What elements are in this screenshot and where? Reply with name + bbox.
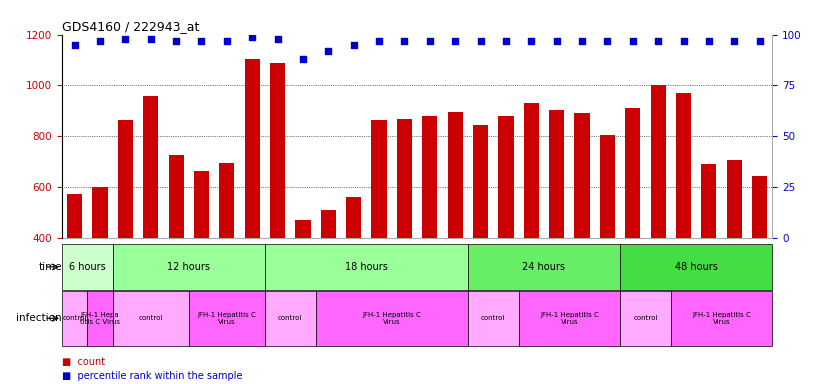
- Bar: [194, 170, 209, 238]
- Text: control: control: [481, 315, 506, 321]
- Point: [195, 38, 208, 44]
- Bar: [396, 119, 412, 238]
- Bar: [473, 125, 488, 238]
- Text: JFH-1 Hepatitis C
Virus: JFH-1 Hepatitis C Virus: [197, 312, 256, 325]
- Bar: [448, 112, 463, 238]
- Text: control: control: [634, 315, 657, 321]
- Text: GDS4160 / 222943_at: GDS4160 / 222943_at: [62, 20, 199, 33]
- Text: 24 hours: 24 hours: [523, 262, 566, 272]
- Bar: [244, 59, 260, 238]
- Point: [474, 38, 487, 44]
- Bar: [519, 291, 620, 346]
- Text: JFH-1 Hepa
titis C Virus: JFH-1 Hepa titis C Virus: [80, 312, 120, 325]
- Text: JFH-1 Hepatitis C
Virus: JFH-1 Hepatitis C Virus: [540, 312, 599, 325]
- Point: [245, 33, 259, 40]
- Text: control: control: [278, 315, 302, 321]
- Bar: [93, 187, 107, 238]
- Point: [373, 38, 386, 44]
- Bar: [316, 291, 468, 346]
- Bar: [67, 194, 83, 238]
- Bar: [265, 244, 468, 290]
- Bar: [118, 120, 133, 238]
- Bar: [671, 291, 772, 346]
- Point: [68, 42, 81, 48]
- Bar: [625, 108, 640, 238]
- Point: [525, 38, 538, 44]
- Bar: [143, 96, 159, 238]
- Text: 12 hours: 12 hours: [168, 262, 211, 272]
- Bar: [265, 291, 316, 346]
- Bar: [549, 109, 564, 238]
- Point: [702, 38, 715, 44]
- Text: JFH-1 Hepatitis C
Virus: JFH-1 Hepatitis C Virus: [363, 312, 421, 325]
- Bar: [574, 113, 590, 238]
- Bar: [112, 244, 265, 290]
- Point: [297, 56, 310, 62]
- Bar: [468, 291, 519, 346]
- Bar: [498, 116, 514, 238]
- Text: control: control: [139, 315, 163, 321]
- Text: infection: infection: [17, 313, 62, 323]
- Text: 48 hours: 48 hours: [675, 262, 718, 272]
- Point: [449, 38, 462, 44]
- Point: [499, 38, 512, 44]
- Bar: [620, 291, 671, 346]
- Point: [93, 38, 107, 44]
- Point: [119, 36, 132, 42]
- Point: [271, 36, 284, 42]
- Point: [550, 38, 563, 44]
- Text: control: control: [63, 315, 87, 321]
- Point: [728, 38, 741, 44]
- Bar: [62, 244, 112, 290]
- Text: 6 hours: 6 hours: [69, 262, 106, 272]
- Bar: [219, 163, 235, 238]
- Bar: [296, 220, 311, 238]
- Point: [652, 38, 665, 44]
- Point: [753, 38, 767, 44]
- Point: [626, 38, 639, 44]
- Point: [423, 38, 436, 44]
- Text: time: time: [38, 262, 62, 272]
- Bar: [676, 93, 691, 238]
- Point: [576, 38, 589, 44]
- Bar: [422, 116, 438, 238]
- Point: [322, 48, 335, 54]
- Text: 18 hours: 18 hours: [345, 262, 388, 272]
- Point: [398, 38, 411, 44]
- Bar: [651, 86, 666, 238]
- Bar: [346, 197, 361, 238]
- Bar: [320, 210, 336, 238]
- Bar: [270, 63, 285, 238]
- Bar: [524, 103, 539, 238]
- Bar: [112, 291, 189, 346]
- Point: [676, 38, 690, 44]
- Text: ■  percentile rank within the sample: ■ percentile rank within the sample: [62, 371, 243, 381]
- Bar: [372, 120, 387, 238]
- Bar: [189, 291, 265, 346]
- Point: [221, 38, 234, 44]
- Point: [601, 38, 614, 44]
- Bar: [727, 161, 742, 238]
- Point: [169, 38, 183, 44]
- Point: [347, 42, 360, 48]
- Text: JFH-1 Hepatitis C
Virus: JFH-1 Hepatitis C Virus: [692, 312, 751, 325]
- Point: [144, 36, 157, 42]
- Bar: [468, 244, 620, 290]
- Bar: [600, 135, 615, 238]
- Bar: [88, 291, 112, 346]
- Bar: [701, 164, 716, 238]
- Bar: [62, 291, 88, 346]
- Bar: [169, 156, 183, 238]
- Bar: [620, 244, 772, 290]
- Text: ■  count: ■ count: [62, 357, 105, 367]
- Bar: [752, 176, 767, 238]
